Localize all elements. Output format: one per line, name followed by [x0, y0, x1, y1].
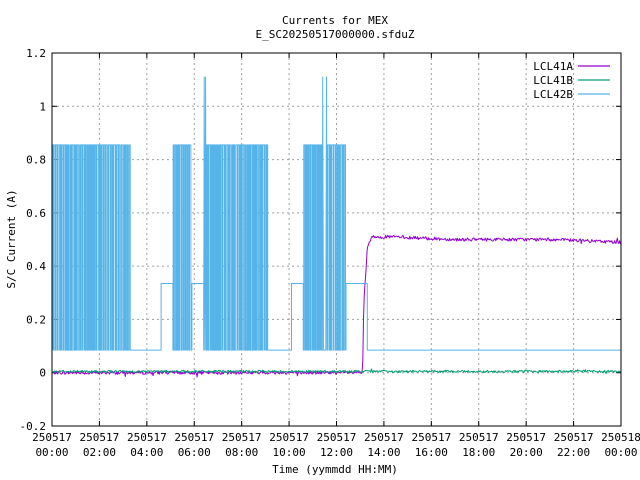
y-tick-label: 0.6: [26, 207, 46, 220]
y-tick-label: 0.2: [26, 313, 46, 326]
chart-subtitle: E_SC20250517000000.sfduZ: [256, 28, 415, 41]
x-tick-time: 10:00: [273, 446, 306, 459]
y-tick-label: 1.2: [26, 47, 46, 60]
x-tick-date: 250517: [411, 431, 451, 444]
y-axis-ticks: -0.2 0 0.2 0.4 0.6 0.8 1 1.2: [20, 47, 621, 433]
legend-label: LCL41A: [533, 60, 573, 73]
x-tick-time: 16:00: [415, 446, 448, 459]
x-axis-label: Time (yymmdd HH:MM): [272, 463, 398, 476]
x-tick-date: 250517: [32, 431, 72, 444]
y-tick-label: 0.4: [26, 260, 46, 273]
x-tick-date: 250517: [269, 431, 309, 444]
x-tick-date: 250517: [174, 431, 214, 444]
x-tick-date: 250517: [554, 431, 594, 444]
series-line-lcl42b: [52, 76, 621, 351]
y-tick-label: 0.8: [26, 154, 46, 167]
x-tick-date: 250517: [222, 431, 262, 444]
x-tick-time: 06:00: [178, 446, 211, 459]
x-tick-date: 250517: [506, 431, 546, 444]
y-axis-label: S/C Current (A): [5, 189, 18, 288]
x-tick-time: 00:00: [604, 446, 637, 459]
plot-frame: [51, 52, 622, 427]
x-tick-time: 20:00: [510, 446, 543, 459]
x-tick-date: 250517: [317, 431, 357, 444]
x-tick-date: 250517: [80, 431, 120, 444]
x-axis-ticks: 250517 00:00 250517 02:00 250517 04:00 250517 0…: [32, 53, 640, 459]
series-line-lcl41a: [51, 234, 622, 378]
legend-label: LCL41B: [533, 74, 573, 87]
x-tick-time: 18:00: [462, 446, 495, 459]
x-tick-time: 14:00: [367, 446, 400, 459]
series-lines: [51, 76, 622, 378]
x-tick-time: 12:00: [320, 446, 353, 459]
x-tick-date: 250517: [364, 431, 404, 444]
y-tick-label: -0.2: [20, 420, 47, 433]
x-tick-date: 250517: [127, 431, 167, 444]
x-tick-date: 250517: [459, 431, 499, 444]
x-tick-date: 250518: [601, 431, 640, 444]
series-line-lcl41b: [51, 368, 622, 374]
x-tick-time: 00:00: [35, 446, 68, 459]
x-tick-time: 22:00: [557, 446, 590, 459]
x-tick-time: 08:00: [225, 446, 258, 459]
x-tick-time: 02:00: [83, 446, 116, 459]
y-tick-label: 0: [39, 367, 46, 380]
chart-title: Currents for MEX: [282, 14, 388, 27]
y-tick-label: 1: [39, 100, 46, 113]
x-tick-time: 04:00: [130, 446, 163, 459]
legend-label: LCL42B: [533, 88, 573, 101]
